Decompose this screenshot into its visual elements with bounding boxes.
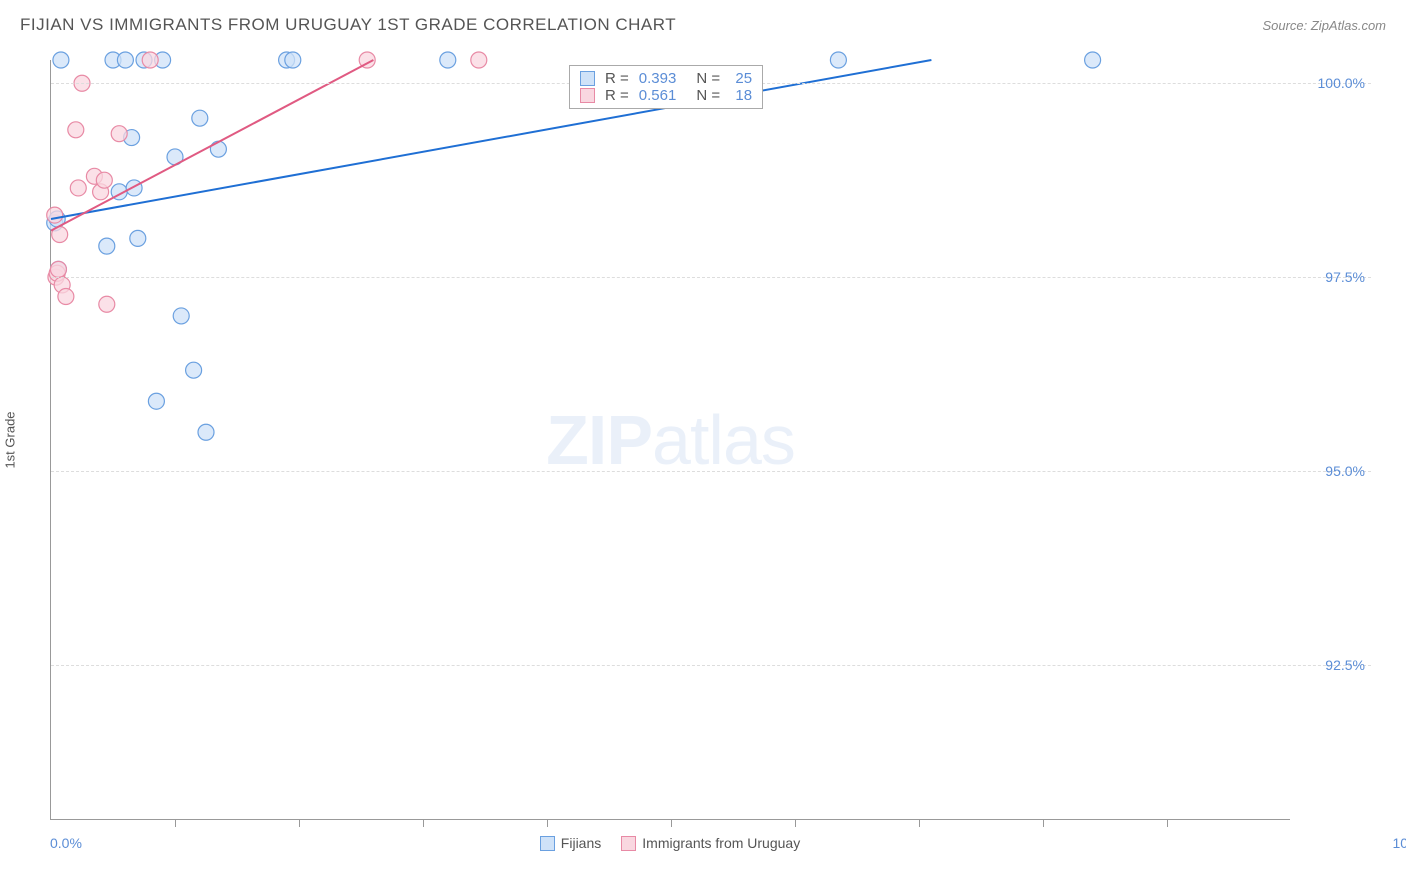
legend-label: Immigrants from Uruguay: [642, 835, 800, 851]
x-tick: [423, 819, 424, 827]
trend-line: [51, 60, 373, 231]
stats-legend-row: R = 0.561 N = 18: [580, 87, 752, 104]
data-point: [117, 52, 133, 68]
stats-legend: R = 0.393 N = 25 R = 0.561 N = 18: [569, 65, 763, 109]
source-label: Source: ZipAtlas.com: [1262, 18, 1386, 33]
data-point: [53, 52, 69, 68]
y-tick-label: 97.5%: [1295, 269, 1365, 285]
gridline-h: [51, 277, 1371, 278]
x-tick: [1167, 819, 1168, 827]
x-max-label: 100.0%: [1370, 835, 1406, 851]
y-tick-label: 92.5%: [1295, 657, 1365, 673]
n-value: 18: [730, 87, 752, 104]
data-point: [173, 308, 189, 324]
data-point: [186, 362, 202, 378]
r-value: 0.393: [639, 70, 677, 87]
legend-swatch: [540, 836, 555, 851]
x-tick: [175, 819, 176, 827]
data-point: [471, 52, 487, 68]
plot-wrapper: 1st Grade ZIPatlas 92.5%95.0%97.5%100.0%…: [50, 60, 1370, 820]
chart-header: FIJIAN VS IMMIGRANTS FROM URUGUAY 1ST GR…: [0, 0, 1406, 40]
legend-bottom: Fijians Immigrants from Uruguay: [50, 835, 1290, 851]
data-point: [68, 122, 84, 138]
n-value: 25: [730, 70, 752, 87]
x-tick: [1043, 819, 1044, 827]
legend-swatch: [580, 71, 595, 86]
legend-item: Immigrants from Uruguay: [621, 835, 800, 851]
n-label: N =: [696, 70, 720, 87]
data-point: [96, 172, 112, 188]
data-point: [285, 52, 301, 68]
data-point: [1085, 52, 1101, 68]
x-tick: [795, 819, 796, 827]
x-tick: [671, 819, 672, 827]
data-point: [210, 141, 226, 157]
data-point: [47, 207, 63, 223]
data-point: [50, 261, 66, 277]
plot-svg: [51, 60, 1291, 820]
data-point: [192, 110, 208, 126]
y-tick-label: 95.0%: [1295, 463, 1365, 479]
r-label: R =: [605, 87, 629, 104]
plot-area: ZIPatlas 92.5%95.0%97.5%100.0%R =0.393N …: [50, 60, 1290, 820]
data-point: [130, 230, 146, 246]
data-point: [70, 180, 86, 196]
chart-title: FIJIAN VS IMMIGRANTS FROM URUGUAY 1ST GR…: [20, 15, 676, 35]
data-point: [142, 52, 158, 68]
gridline-h: [51, 665, 1371, 666]
y-axis-label: 1st Grade: [3, 411, 18, 468]
gridline-h: [51, 471, 1371, 472]
x-tick: [919, 819, 920, 827]
data-point: [440, 52, 456, 68]
data-point: [99, 238, 115, 254]
legend-swatch: [621, 836, 636, 851]
data-point: [830, 52, 846, 68]
data-point: [99, 296, 115, 312]
data-point: [198, 424, 214, 440]
r-label: R =: [605, 70, 629, 87]
x-tick: [547, 819, 548, 827]
data-point: [126, 180, 142, 196]
data-point: [58, 289, 74, 305]
legend-label: Fijians: [561, 835, 601, 851]
data-point: [111, 126, 127, 142]
n-label: N =: [696, 87, 720, 104]
legend-item: Fijians: [540, 835, 601, 851]
data-point: [148, 393, 164, 409]
x-tick: [299, 819, 300, 827]
y-tick-label: 100.0%: [1295, 75, 1365, 91]
stats-legend-row: R = 0.393 N = 25: [580, 70, 752, 87]
r-value: 0.561: [639, 87, 677, 104]
legend-swatch: [580, 88, 595, 103]
